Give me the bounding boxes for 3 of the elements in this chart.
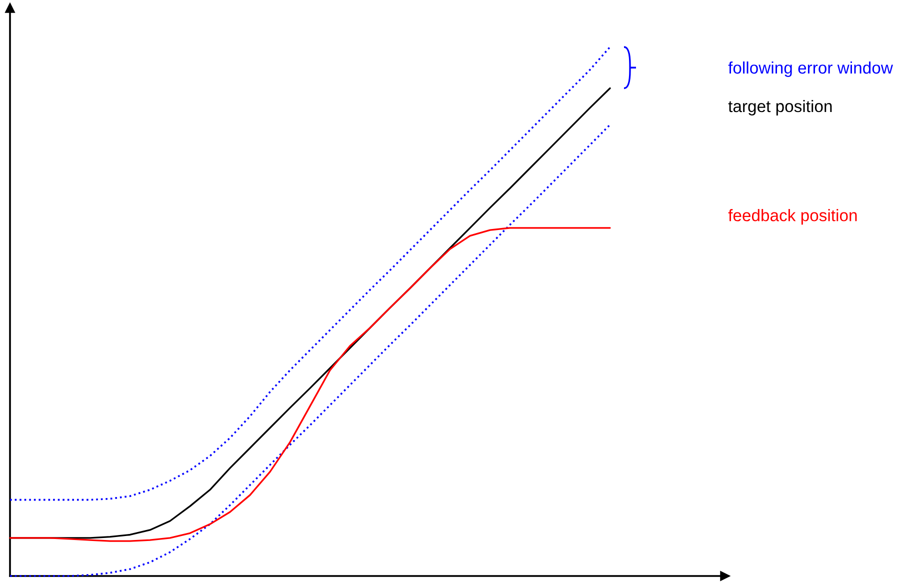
text: target position bbox=[728, 100, 832, 116]
text: following error window bbox=[728, 61, 893, 77]
text: feedback position bbox=[728, 209, 857, 225]
